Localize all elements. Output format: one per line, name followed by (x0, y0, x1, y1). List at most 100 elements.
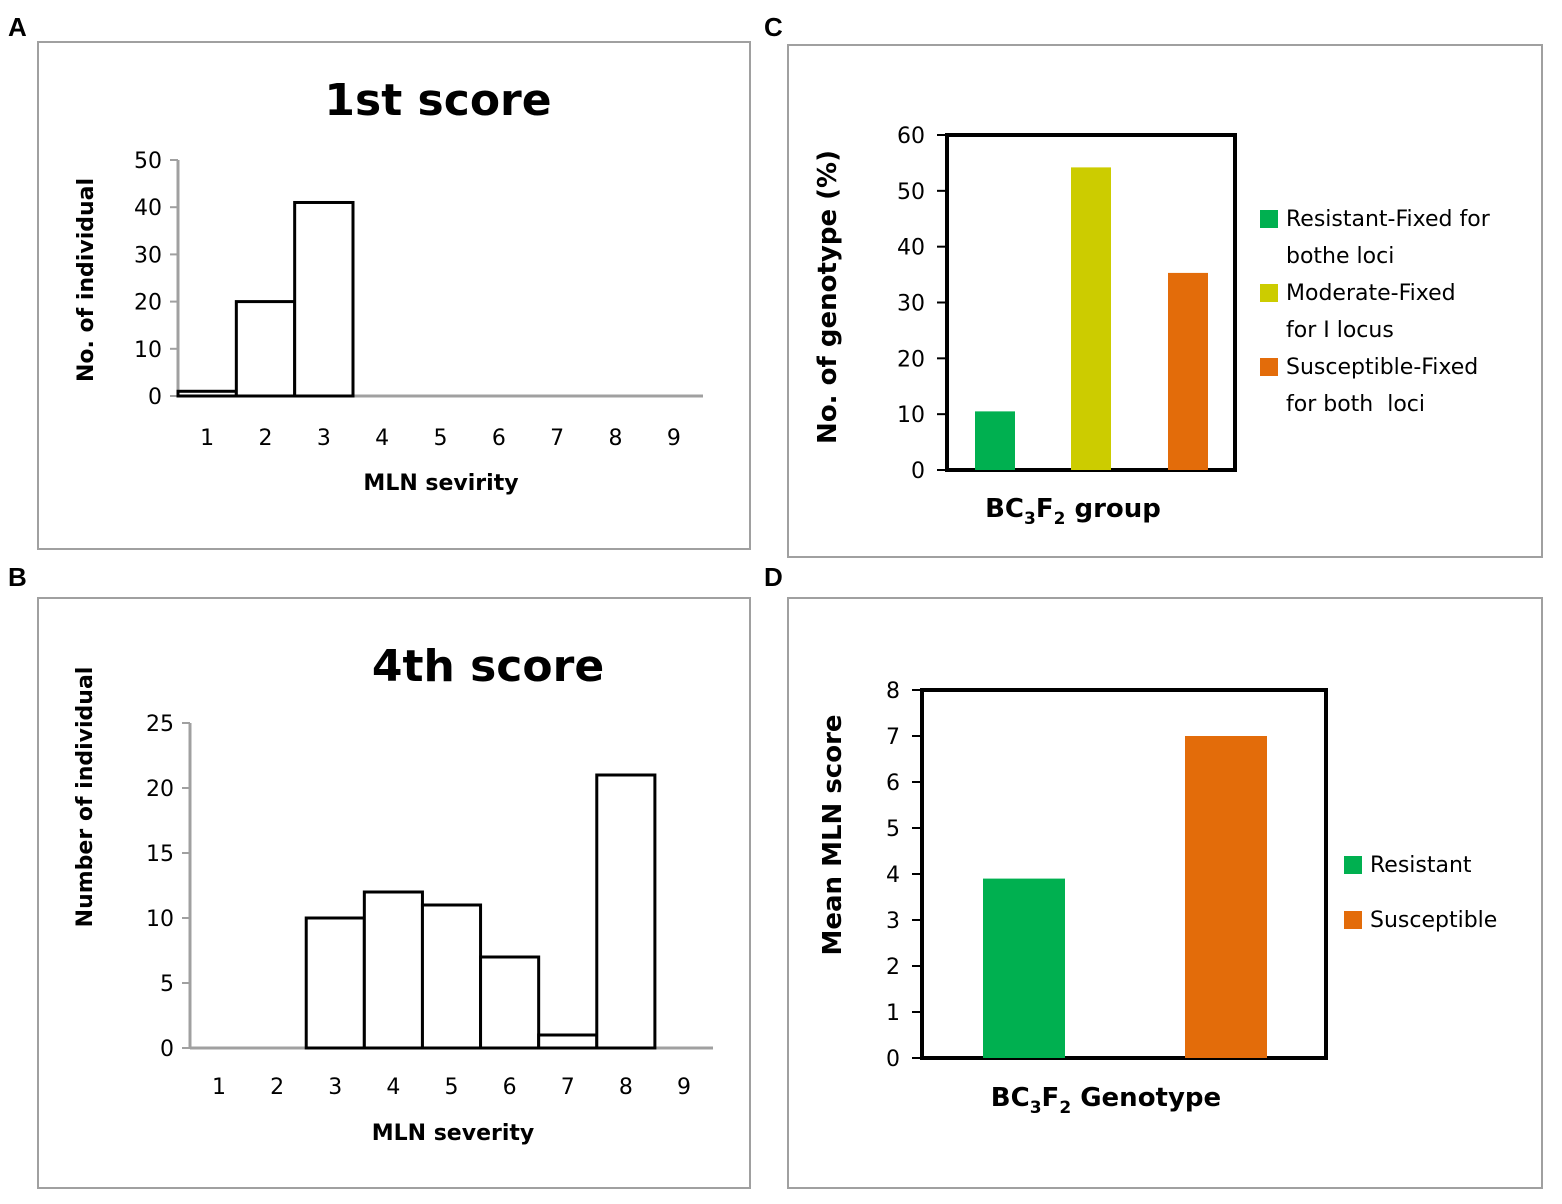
y-tick-label: 5 (886, 817, 900, 842)
y-tick-label: 10 (134, 338, 162, 363)
x-tick-label: 8 (619, 1075, 633, 1100)
x-tick-label: 2 (259, 426, 273, 451)
x-tick-label: 3 (328, 1075, 342, 1100)
y-tick-label: 20 (897, 347, 925, 372)
y-tick-label: 25 (146, 712, 174, 737)
y-tick-label: 20 (146, 777, 174, 802)
y-tick-label: 40 (134, 196, 162, 221)
x-axis-label-part: BC (991, 1083, 1030, 1113)
panel-a-frame (37, 41, 751, 550)
legend-swatch (1260, 284, 1278, 302)
x-axis-label-part: 2 (1059, 1098, 1071, 1118)
y-tick-label: 0 (886, 1047, 900, 1072)
legend-label: for I locus (1286, 318, 1394, 343)
legend-swatch (1344, 856, 1362, 874)
x-tick-label: 4 (375, 426, 389, 451)
y-tick-label: 50 (897, 180, 925, 205)
histogram-bar (362, 890, 424, 1050)
histogram-bar (293, 200, 355, 398)
chart-a-histogram: 1st score 0 10 20 30 40 50 1 2 3 4 5 6 7 8 9 MLN sevirit… (74, 75, 703, 496)
bar-moderate (1071, 167, 1111, 470)
x-tick-label: 8 (609, 426, 623, 451)
bar-resistant (983, 878, 1065, 1058)
x-axis-label-part: group (1065, 494, 1160, 524)
x-tick-label: 4 (386, 1075, 400, 1100)
panel-letter-d: D (764, 562, 783, 592)
panel-d-frame (787, 597, 1543, 1189)
legend-label: Resistant-Fixed for (1286, 207, 1491, 232)
x-axis-label-part: F (1042, 1083, 1060, 1113)
x-tick-label: 6 (492, 426, 506, 451)
y-tick-label: 2 (886, 955, 900, 980)
x-axis-label-part: 3 (1030, 1098, 1042, 1118)
y-tick-label: 8 (886, 679, 900, 704)
legend-label: Moderate-Fixed (1286, 281, 1456, 306)
panel-letter-c: C (764, 12, 783, 42)
y-tick-label: 40 (897, 236, 925, 261)
histogram-bar (537, 1033, 599, 1050)
legend-label: Susceptible-Fixed (1286, 355, 1478, 380)
x-tick-label: 9 (677, 1075, 691, 1100)
bar-susceptible (1185, 736, 1267, 1058)
y-tick-label: 1 (886, 1001, 900, 1026)
x-tick-label: 1 (212, 1075, 226, 1100)
y-tick-label: 20 (134, 291, 162, 316)
x-tick-label: 6 (503, 1075, 517, 1100)
x-axis-label-part: 3 (1024, 509, 1036, 529)
histogram-bar (420, 903, 483, 1050)
y-tick-label: 10 (146, 907, 174, 932)
panel-letter-a: A (8, 12, 27, 42)
y-tick-label: 0 (911, 459, 925, 484)
legend-label: Susceptible (1370, 908, 1497, 933)
y-axis-label: No. of genotype (%) (813, 150, 843, 444)
y-tick-label: 15 (146, 842, 174, 867)
x-tick-label: 5 (445, 1075, 459, 1100)
chart-b-histogram: 4th score 0 5 10 15 20 25 1 2 3 4 5 6 7 8 9 MLN severity… (73, 641, 713, 1146)
chart-title: 1st score (324, 75, 551, 126)
x-axis-label-part: 2 (1054, 509, 1066, 529)
y-tick-label: 60 (897, 124, 925, 149)
x-tick-label: 9 (667, 426, 681, 451)
y-axis-label: No. of individual (74, 178, 99, 382)
bar-susceptible (1168, 272, 1208, 470)
x-tick-label: 5 (434, 426, 448, 451)
x-axis-label: MLN severity (372, 1121, 535, 1146)
chart-c-bar-chart: 0 10 20 30 40 50 60 Resistant-Fixed for bothe lo… (813, 124, 1491, 529)
bar-resistant (975, 411, 1015, 470)
panel-letter-b: B (8, 562, 27, 592)
legend-swatch (1344, 911, 1362, 929)
x-axis-label: BC3F2 group (985, 494, 1161, 529)
x-axis-label: BC3F2 Genotype (991, 1083, 1221, 1118)
histogram-bar (176, 389, 238, 398)
x-axis-label-part: F (1036, 494, 1054, 524)
x-axis-label-part: Genotype (1071, 1083, 1221, 1113)
x-tick-label: 1 (200, 426, 214, 451)
y-tick-label: 7 (886, 725, 900, 750)
panel-c-frame (787, 44, 1543, 558)
x-tick-label: 3 (317, 426, 331, 451)
y-tick-label: 5 (160, 972, 174, 997)
y-tick-label: 4 (886, 863, 900, 888)
y-tick-label: 30 (134, 243, 162, 268)
x-tick-label: 7 (561, 1075, 575, 1100)
y-axis-label: Number of individual (73, 667, 98, 928)
legend-label: Resistant (1370, 853, 1472, 878)
legend-swatch (1260, 210, 1278, 228)
y-tick-label: 3 (886, 909, 900, 934)
legend-swatch (1260, 358, 1278, 376)
y-tick-label: 50 (134, 149, 162, 174)
x-axis-label-part: BC (985, 494, 1024, 524)
chart-title: 4th score (372, 641, 604, 692)
y-tick-label: 30 (897, 292, 925, 317)
histogram-bar (479, 955, 541, 1050)
x-tick-label: 7 (550, 426, 564, 451)
histogram-bar (595, 773, 657, 1050)
y-tick-label: 10 (897, 403, 925, 428)
y-tick-label: 0 (160, 1037, 174, 1062)
histogram-bar (304, 916, 366, 1050)
legend-label: bothe loci (1286, 244, 1394, 269)
x-axis-label: MLN sevirity (363, 471, 518, 496)
y-tick-label: 6 (886, 771, 900, 796)
